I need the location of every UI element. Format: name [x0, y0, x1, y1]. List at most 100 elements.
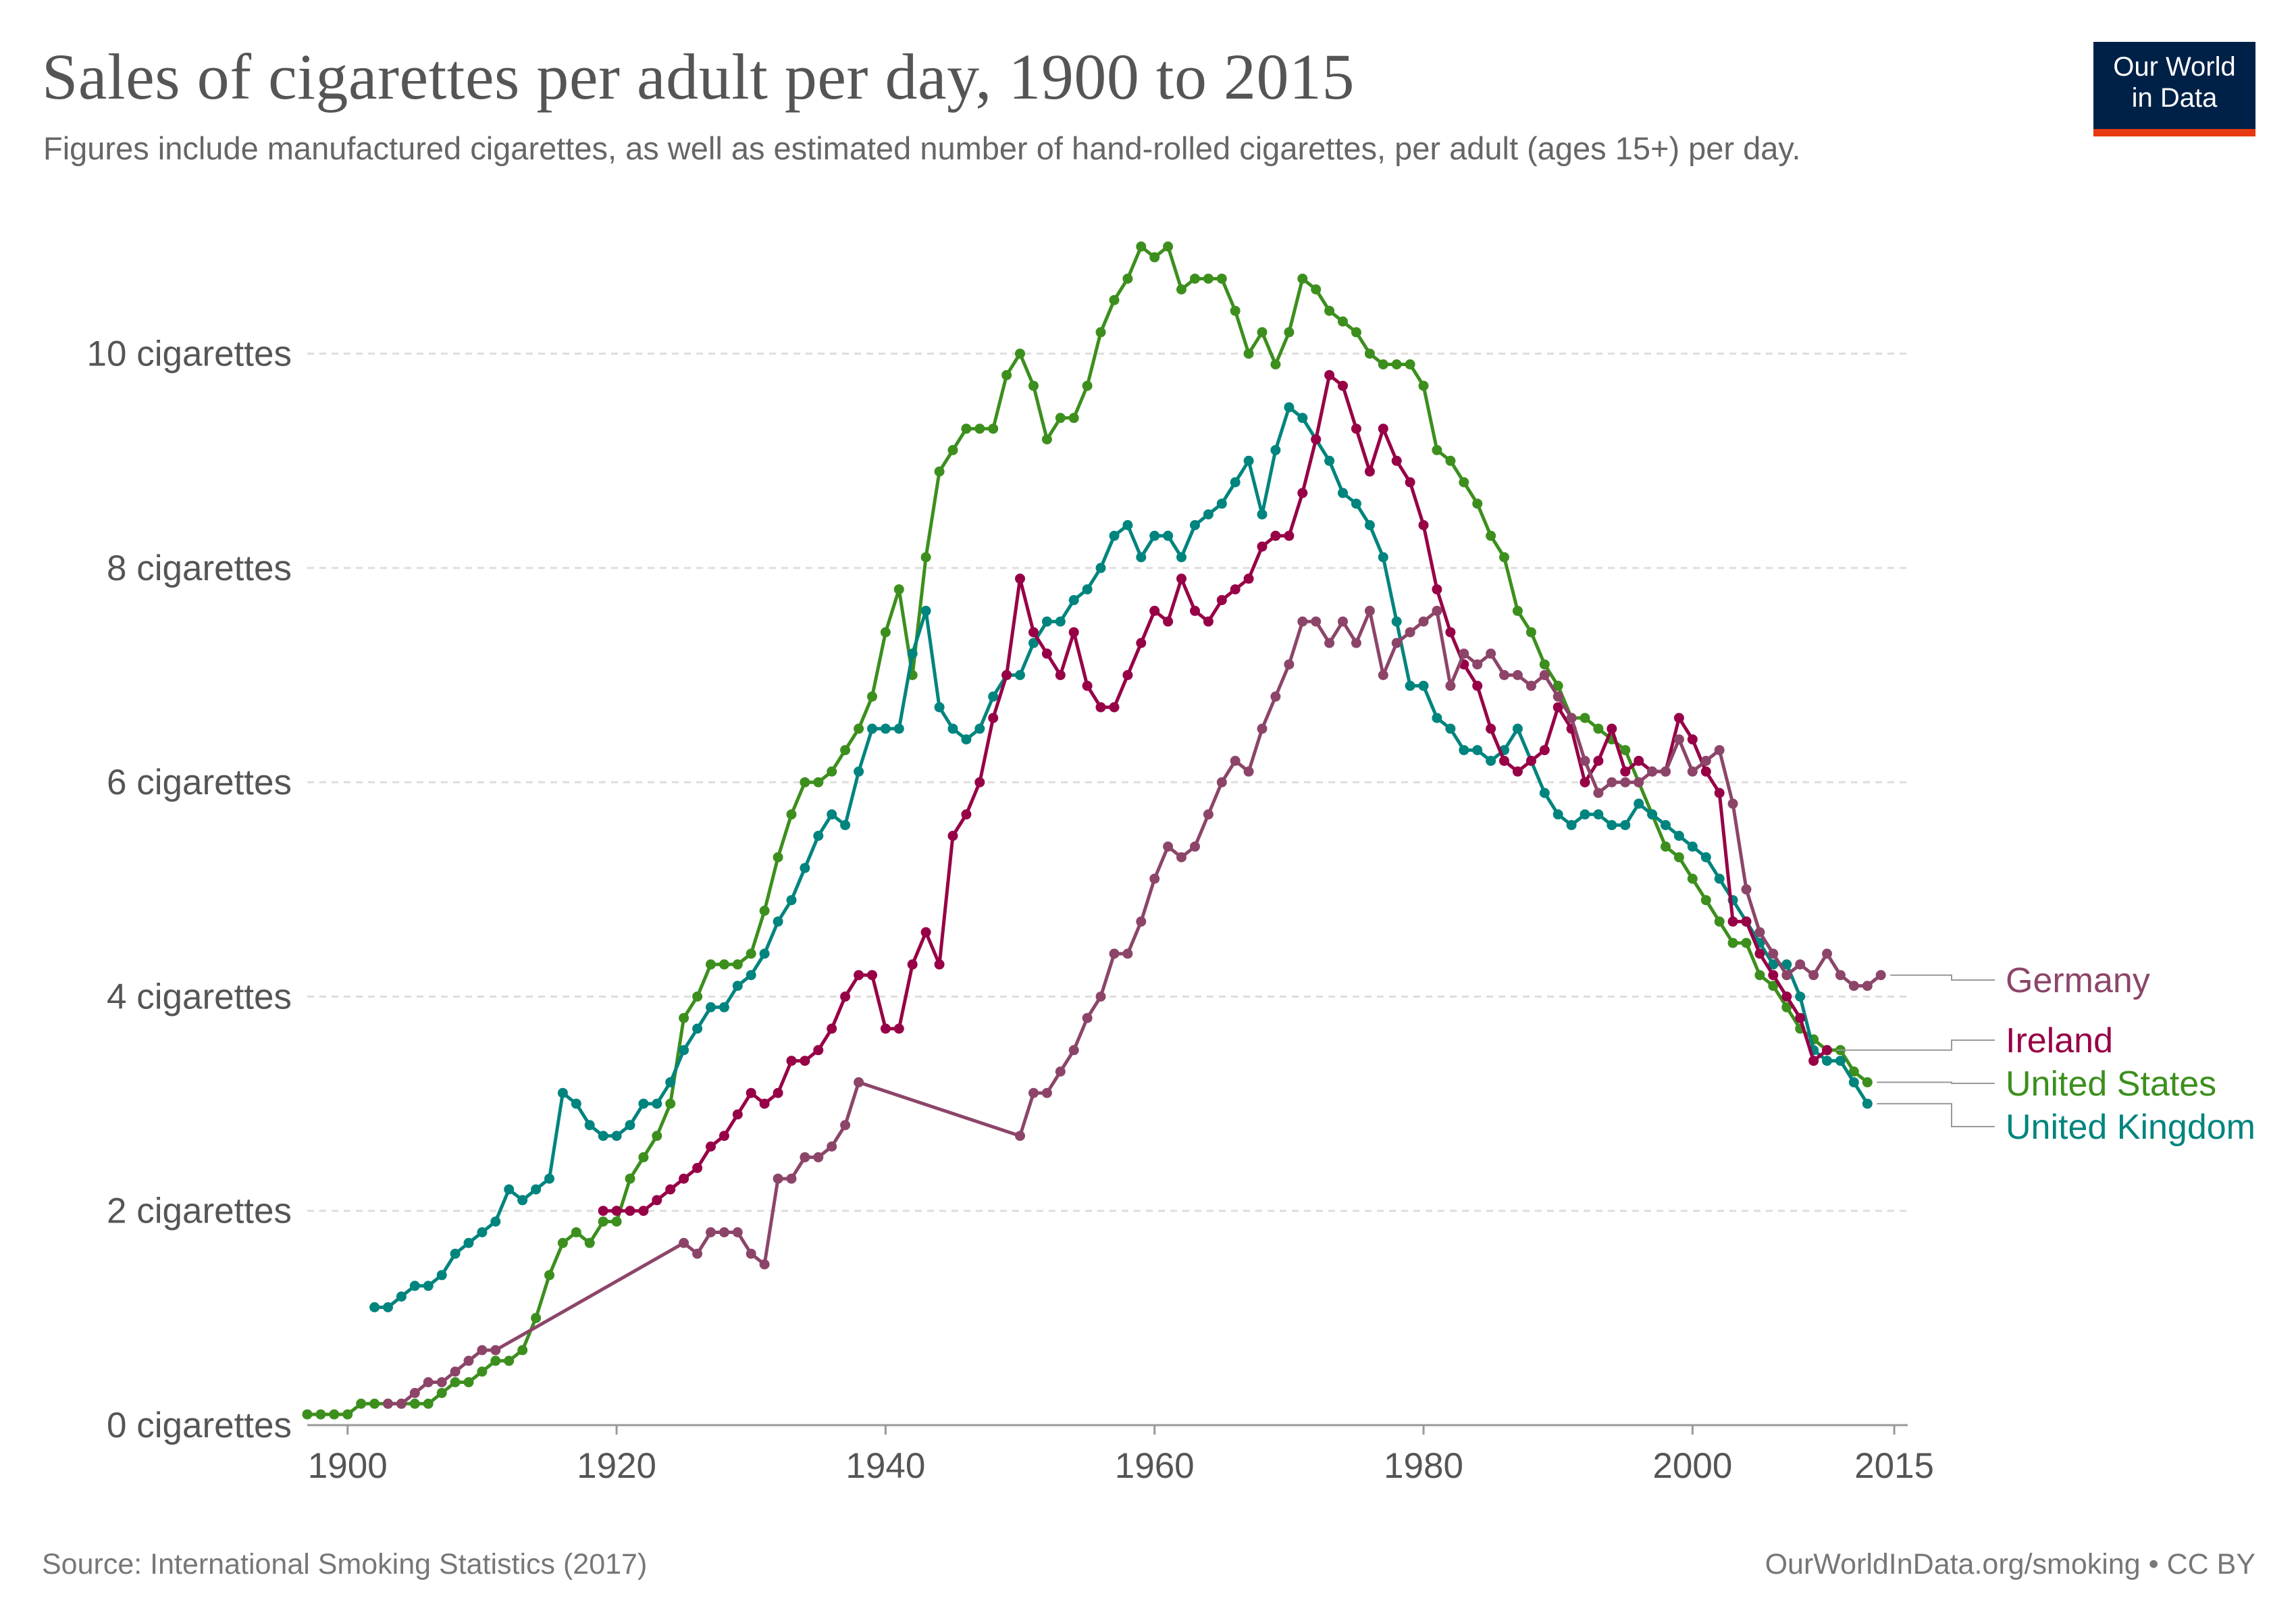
- data-point: [1364, 605, 1375, 616]
- data-point: [934, 466, 945, 477]
- legend-label-united-kingdom: United Kingdom: [2006, 1108, 2255, 1147]
- data-point: [598, 1131, 608, 1141]
- data-point: [1041, 648, 1052, 659]
- data-point: [1539, 788, 1550, 798]
- data-point: [1432, 605, 1442, 616]
- data-point: [1512, 605, 1523, 616]
- data-point: [706, 1141, 716, 1152]
- data-point: [477, 1345, 488, 1356]
- data-point: [1525, 680, 1536, 691]
- legend-connector: [1877, 1081, 1995, 1084]
- data-point: [477, 1227, 488, 1237]
- data-point: [436, 1377, 447, 1387]
- data-point: [1257, 509, 1268, 520]
- data-point: [1673, 734, 1684, 745]
- data-point: [1512, 723, 1523, 734]
- data-point: [1190, 841, 1200, 852]
- data-point: [1862, 1098, 1873, 1109]
- data-point: [611, 1206, 622, 1216]
- data-point: [1781, 970, 1792, 981]
- data-point: [1109, 702, 1120, 713]
- data-point: [1055, 1066, 1066, 1077]
- data-point: [1243, 766, 1254, 777]
- data-point: [840, 1120, 851, 1131]
- data-point: [1095, 327, 1106, 338]
- data-point: [369, 1302, 380, 1312]
- y-tick-label: 8 cigarettes: [107, 548, 292, 588]
- data-point: [1015, 573, 1025, 584]
- data-point: [1620, 745, 1631, 756]
- data-point: [1028, 1087, 1039, 1098]
- data-point: [1311, 616, 1322, 627]
- data-point: [732, 959, 743, 970]
- data-point: [679, 1012, 689, 1023]
- data-point: [1284, 402, 1295, 413]
- source-note[interactable]: Source: International Smoking Statistics…: [42, 1548, 648, 1580]
- data-point: [1486, 530, 1496, 541]
- data-point: [1472, 659, 1483, 670]
- data-point: [1230, 477, 1241, 488]
- data-point: [1795, 1012, 1806, 1023]
- data-point: [665, 1184, 676, 1195]
- data-point: [383, 1302, 393, 1312]
- data-point: [746, 1248, 756, 1259]
- data-point: [1525, 756, 1536, 766]
- data-point: [907, 648, 918, 659]
- data-point: [854, 1077, 864, 1087]
- data-point: [1634, 798, 1644, 809]
- data-point: [1580, 756, 1590, 766]
- data-point: [1848, 1066, 1859, 1077]
- data-point: [1163, 530, 1174, 541]
- data-point: [1190, 520, 1200, 530]
- data-point: [1553, 702, 1563, 713]
- data-point: [490, 1216, 501, 1227]
- data-point: [1647, 766, 1658, 777]
- data-point: [719, 1002, 729, 1012]
- data-point: [1122, 948, 1133, 959]
- data-point: [1230, 756, 1241, 766]
- data-point: [1418, 520, 1429, 530]
- data-point: [463, 1356, 474, 1366]
- data-point: [1324, 305, 1335, 316]
- data-point: [1405, 477, 1415, 488]
- data-point: [867, 691, 877, 702]
- data-point: [1176, 852, 1186, 863]
- data-point: [692, 1248, 703, 1259]
- x-tick-label: 2015: [1854, 1446, 1934, 1486]
- data-point: [773, 916, 783, 927]
- data-point: [1028, 380, 1039, 391]
- data-point: [1284, 659, 1295, 670]
- data-point: [315, 1409, 326, 1420]
- data-point: [1714, 745, 1725, 756]
- data-point: [1781, 1002, 1792, 1012]
- data-point: [759, 906, 770, 916]
- data-point: [1391, 638, 1402, 648]
- data-point: [1607, 777, 1617, 788]
- data-point: [1216, 777, 1227, 788]
- data-point: [974, 423, 985, 434]
- data-point: [1432, 444, 1442, 455]
- data-point: [1539, 670, 1550, 680]
- data-point: [1768, 981, 1779, 992]
- series-line-united-kingdom: [373, 405, 1869, 1309]
- data-point: [1364, 349, 1375, 359]
- data-point: [1068, 595, 1079, 605]
- legend-label-ireland: Ireland: [2006, 1021, 2113, 1060]
- data-point: [1284, 530, 1295, 541]
- data-point: [732, 1227, 743, 1237]
- data-point: [800, 1152, 810, 1162]
- data-point: [1082, 380, 1093, 391]
- data-point: [1553, 680, 1563, 691]
- data-point: [880, 627, 891, 638]
- data-point: [1620, 820, 1631, 831]
- data-point: [652, 1131, 662, 1141]
- data-point: [893, 1023, 904, 1034]
- owid-logo[interactable]: Our World in Data: [2093, 42, 2255, 136]
- data-point: [1432, 584, 1442, 595]
- data-point: [746, 1087, 756, 1098]
- credit-link[interactable]: OurWorldInData.org/smoking • CC BY: [1765, 1548, 2255, 1580]
- data-point: [854, 766, 864, 777]
- data-point: [1741, 916, 1752, 927]
- data-point: [1041, 1087, 1052, 1098]
- data-point: [1486, 648, 1496, 659]
